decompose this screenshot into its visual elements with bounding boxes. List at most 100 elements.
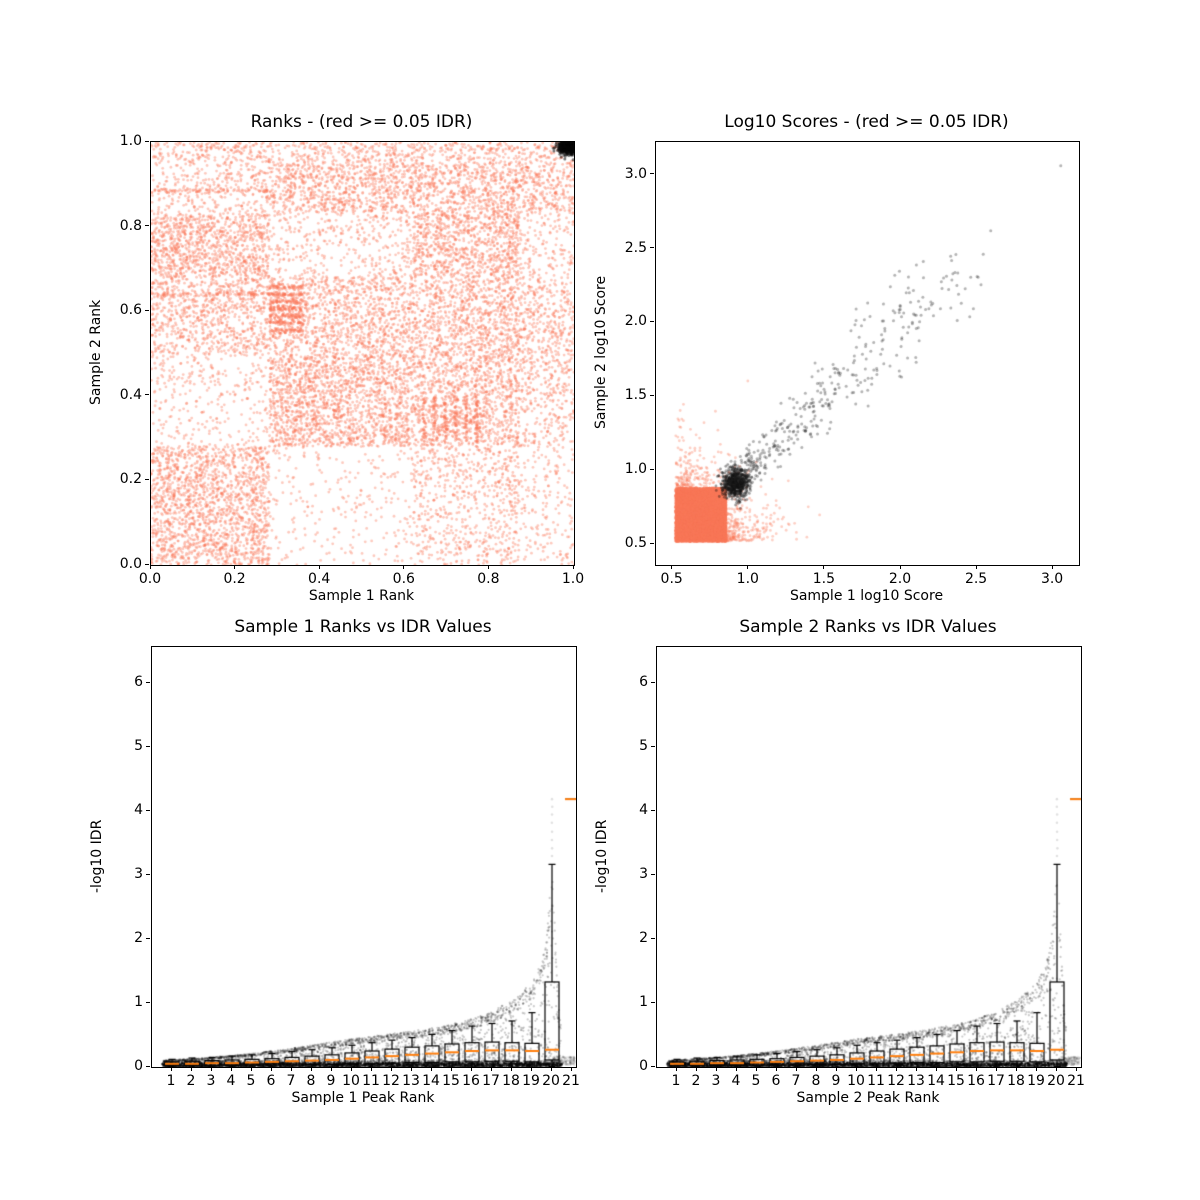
x-tick-mark [695, 1067, 697, 1071]
y-tick-label: 0.6 [119, 302, 142, 319]
x-tick-mark [450, 1067, 452, 1071]
x-tick-mark [1075, 1067, 1077, 1071]
y-tick-label: 5 [134, 738, 143, 755]
x-axis-label: Sample 2 Peak Rank [796, 1090, 940, 1106]
x-tick-label: 13 [402, 1073, 420, 1089]
x-tick-label: 20 [1047, 1073, 1065, 1089]
x-tick-mark [530, 1067, 532, 1071]
x-tick-label: 16 [967, 1073, 985, 1089]
y-tick-mark [651, 873, 655, 875]
x-tick-label: 18 [1007, 1073, 1025, 1089]
y-tick-label: 2.5 [624, 239, 647, 256]
y-tick-mark [146, 1001, 150, 1003]
x-tick-label: 8 [811, 1073, 821, 1089]
y-tick-label: 5 [639, 738, 648, 755]
x-tick-mark [735, 1067, 737, 1071]
y-tick-label: 1 [134, 994, 143, 1011]
x-tick-mark [318, 565, 320, 569]
sample2-idr-plot-area [656, 646, 1082, 1068]
x-tick-mark [747, 565, 749, 569]
y-tick-label: 2 [639, 930, 648, 947]
x-tick-mark [330, 1067, 332, 1071]
x-tick-label: 12 [887, 1073, 905, 1089]
x-tick-mark [550, 1067, 552, 1071]
y-tick-label: 1.5 [624, 387, 647, 404]
y-tick-label: 0.0 [119, 556, 142, 572]
y-tick-mark [650, 247, 654, 248]
y-tick-mark [650, 394, 654, 396]
y-tick-label: 1.0 [119, 133, 142, 149]
plot-title: Ranks - (red >= 0.05 IDR) [250, 112, 473, 132]
scores-scatter-canvas [656, 142, 1079, 565]
x-tick-label: 6 [266, 1073, 276, 1089]
x-axis-label: Sample 1 Peak Rank [291, 1090, 435, 1106]
x-tick-label: 5 [751, 1073, 761, 1089]
x-tick-label: 10 [847, 1073, 865, 1089]
x-tick-mark [775, 1067, 777, 1071]
scores-plot-area [655, 141, 1080, 566]
x-tick-mark [250, 1067, 252, 1071]
y-tick-mark [145, 140, 149, 142]
x-tick-mark [470, 1067, 472, 1071]
y-tick-mark [650, 542, 654, 544]
x-tick-mark [570, 1067, 572, 1071]
x-axis-label: Sample 1 log10 Score [789, 588, 944, 604]
y-tick-mark [650, 468, 654, 470]
x-tick-mark [935, 1067, 937, 1071]
x-tick-mark [975, 1067, 977, 1071]
x-tick-label: 4 [731, 1073, 741, 1089]
x-tick-label: 15 [442, 1073, 460, 1089]
y-tick-label: 6 [639, 674, 648, 691]
x-tick-label: 19 [1027, 1073, 1045, 1089]
x-tick-mark [995, 1067, 997, 1071]
y-tick-label: 3 [134, 866, 143, 883]
sample1-idr-canvas [152, 647, 576, 1067]
x-tick-label: 3 [206, 1073, 216, 1089]
x-tick-mark [234, 565, 236, 569]
x-tick-mark [572, 565, 574, 569]
y-tick-label: 1.0 [624, 461, 647, 478]
y-tick-mark [651, 745, 655, 747]
y-tick-label: 0.4 [119, 386, 142, 403]
x-tick-label: 16 [462, 1073, 480, 1089]
x-tick-mark [675, 1067, 677, 1071]
y-tick-mark [145, 478, 149, 480]
ranks-plot-area [150, 141, 575, 566]
x-tick-mark [875, 1067, 877, 1071]
x-tick-label: 2.0 [888, 571, 912, 587]
y-tick-label: 3.0 [624, 165, 647, 182]
plot-title: Sample 2 Ranks vs IDR Values [739, 617, 997, 637]
x-tick-label: 7 [791, 1073, 801, 1089]
y-tick-mark [651, 681, 655, 683]
x-tick-mark [310, 1067, 312, 1071]
x-tick-mark [823, 565, 825, 569]
x-tick-label: 2.5 [964, 571, 988, 587]
x-tick-mark [795, 1067, 797, 1071]
x-tick-label: 17 [987, 1073, 1005, 1089]
y-tick-mark [651, 809, 655, 811]
x-tick-mark [350, 1067, 352, 1071]
y-tick-label: 0 [134, 1058, 143, 1074]
y-tick-label: 0 [639, 1058, 648, 1074]
x-tick-label: 1.5 [812, 571, 836, 587]
x-tick-label: 13 [907, 1073, 925, 1089]
sample2-idr-canvas [657, 647, 1081, 1067]
x-axis-label: Sample 1 Rank [308, 588, 415, 604]
y-tick-label: 2.0 [624, 313, 647, 330]
y-axis-label: Sample 2 Rank [88, 299, 104, 406]
x-tick-mark [835, 1067, 837, 1071]
x-tick-label: 11 [867, 1073, 885, 1089]
x-tick-label: 17 [482, 1073, 500, 1089]
x-tick-mark [815, 1067, 817, 1071]
y-tick-label: 0.8 [119, 217, 142, 234]
y-tick-mark [146, 745, 150, 747]
y-tick-label: 6 [134, 674, 143, 691]
y-tick-mark [651, 1001, 655, 1003]
x-tick-mark [715, 1067, 717, 1071]
y-tick-label: 3 [639, 866, 648, 883]
x-tick-label: 1 [671, 1073, 681, 1089]
x-tick-mark [487, 565, 489, 569]
y-tick-label: 4 [134, 802, 143, 819]
x-tick-mark [410, 1067, 412, 1071]
